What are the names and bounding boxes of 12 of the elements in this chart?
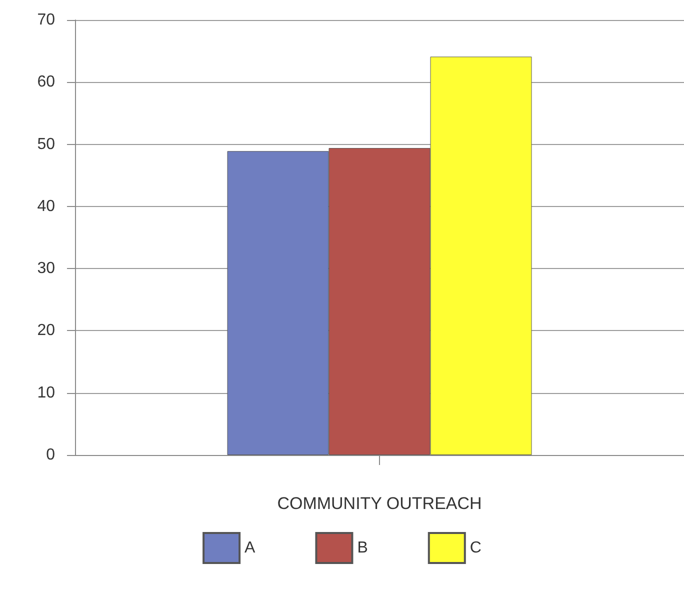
legend-label: C	[470, 540, 482, 556]
y-tick-label: 70	[37, 12, 56, 28]
legend-label: A	[244, 540, 256, 556]
y-tick-label: 10	[37, 384, 56, 402]
x-tick-label: COMMUNITY OUTREACH	[277, 494, 482, 513]
legend-label: B	[357, 540, 368, 556]
y-tick-label: 40	[37, 198, 56, 215]
y-tick-label: 0	[46, 446, 56, 464]
y-tick-label: 20	[37, 322, 56, 340]
y-tick-label: 30	[37, 260, 56, 278]
y-tick-label: 60	[37, 74, 56, 91]
y-tick-label: 50	[37, 136, 56, 153]
